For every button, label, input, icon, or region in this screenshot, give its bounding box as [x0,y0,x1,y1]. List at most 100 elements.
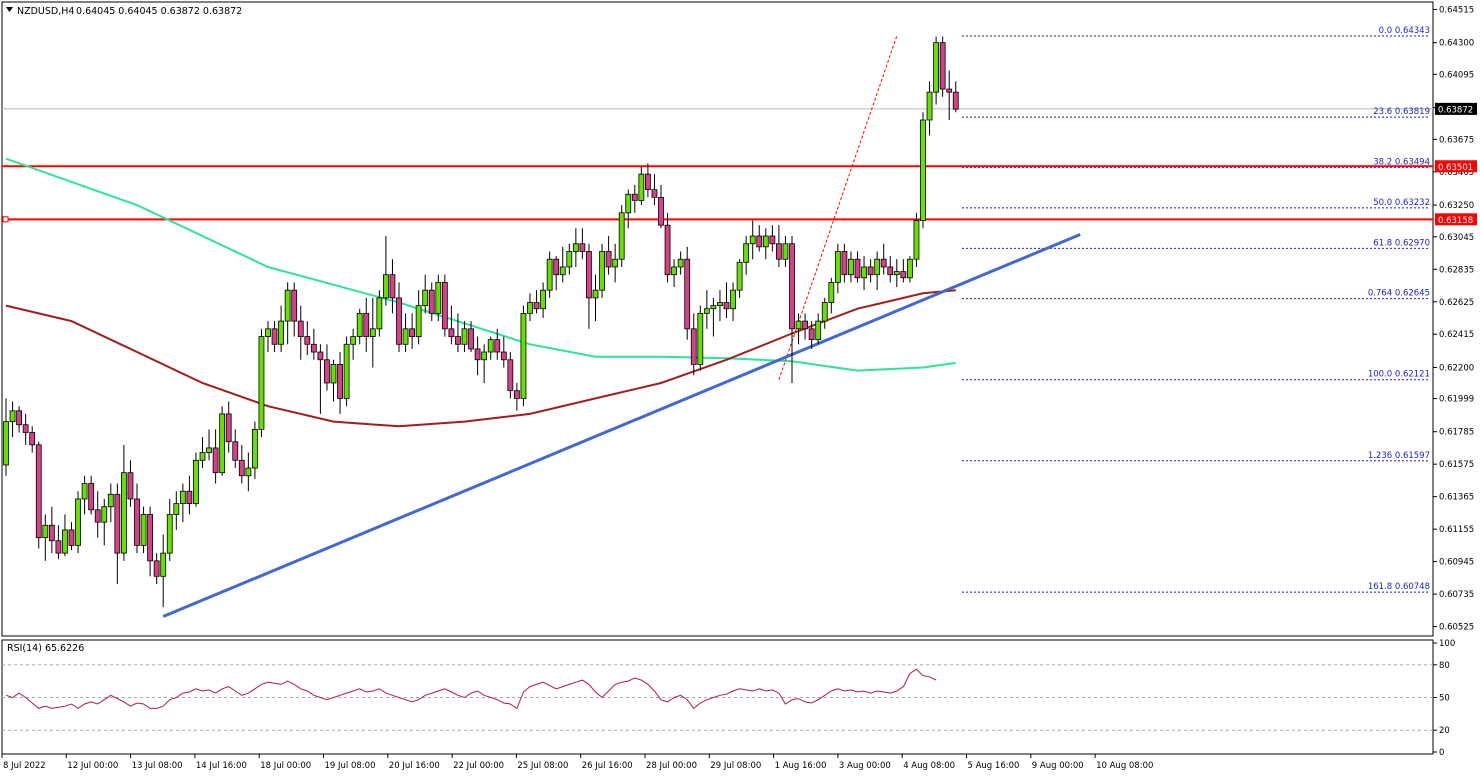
price-tick-label: 0.62415 [1439,330,1474,340]
bear-candle [651,189,658,198]
bear-candle [939,42,946,90]
time-axis: 8 Jul 2022 12 Jul 00:00 13 Jul 08:00 14 Jul… [1,754,1153,771]
bull-candle [540,289,546,310]
bear-candle [500,351,507,361]
bull-candle [834,251,841,283]
support-trendline [162,233,1081,618]
bear-candle [35,444,42,539]
bull-candle [284,289,291,322]
rsi-tick-label: 20 [1439,726,1450,736]
bull-candle [736,261,743,291]
fib-level-label: 50.0 0.63232 [1373,198,1430,208]
bull-candle [75,498,81,546]
bull-candle [717,302,723,307]
bear-candle [304,336,311,345]
time-tick-label: 5 Aug 16:00 [968,761,1020,771]
bull-candle [435,282,442,314]
bull-candle [743,243,750,263]
bear-candle [553,258,560,276]
bear-candle [887,266,894,276]
bull-candle [481,351,488,361]
time-tick-label: 12 Jul 00:00 [67,761,118,771]
fib-level-label: 61.8 0.62970 [1373,238,1430,248]
bull-candle [193,459,199,505]
bull-candle [874,258,881,276]
time-tick-label: 10 Aug 08:00 [1096,761,1153,771]
bull-candle [599,251,605,291]
bull-candle [821,302,828,322]
bear-candle [186,490,193,505]
bear-candle [232,441,239,461]
bull-candle [848,258,854,276]
bear-candle [212,447,219,474]
bear-candle [22,424,29,433]
bull-candle [160,552,167,577]
bear-candle [409,328,416,337]
bull-candle [907,258,913,279]
bull-candle [671,266,677,276]
bear-candle [631,193,638,201]
bull-candle [369,328,376,337]
time-tick-label: 18 Jul 00:00 [260,761,311,771]
bear-candle [16,410,23,426]
bull-candle [612,258,619,268]
bull-candle [559,266,566,276]
time-tick-label: 1 Aug 16:00 [775,761,827,771]
bear-candle [867,266,874,276]
bear-candle [68,529,75,546]
bull-candle [677,258,684,268]
horizontal-levels-layer [2,35,1433,593]
bull-candle [527,302,533,314]
bull-candle [121,472,127,554]
bull-candle [376,297,383,330]
time-tick-label: 13 Jul 08:00 [132,761,183,771]
time-tick-label: 29 Jul 08:00 [710,761,761,771]
bear-candle [645,173,651,191]
bull-candle [625,193,632,214]
fib-level-label: 38.2 0.63494 [1373,157,1430,167]
time-tick-label: 9 Aug 00:00 [1032,761,1084,771]
bull-candle [520,312,527,399]
bull-candle [258,336,265,430]
bull-candle [697,312,704,365]
time-tick-label: 28 Jul 00:00 [646,761,697,771]
bull-candle [330,364,337,384]
bull-candle [618,212,625,260]
price-tick-label: 0.61785 [1439,428,1474,438]
price-tick-label: 0.63465 [1439,168,1474,178]
bear-candle [310,343,317,353]
bear-candle [29,432,36,446]
bear-candle [808,328,815,341]
bear-candle [474,348,481,361]
bull-candle [710,305,717,310]
time-tick-label: 20 Jul 16:00 [389,761,440,771]
bull-candle [782,243,789,260]
bull-candle [572,243,579,252]
bear-candle [946,88,953,93]
fib-level-label: 23.6 0.63819 [1373,107,1430,117]
rsi-tick-label: 50 [1439,694,1450,704]
resistance-price-tag-bg [1435,213,1477,226]
bear-candle [428,289,435,314]
price-tick-label: 0.63250 [1439,201,1474,211]
price-tick-label: 0.62625 [1439,298,1474,308]
fib-level-label: 100.0 0.62121 [1368,370,1430,380]
price-tick-label: 0.60945 [1439,558,1474,568]
resistance-price-tag: 0.63158 [1438,216,1473,226]
bull-candle [219,413,226,474]
time-tick-label: 22 Jul 00:00 [453,761,504,771]
main-panel-frame [1,1,1434,637]
bear-candle [684,258,691,330]
bear-candle [802,320,808,330]
resistance-price-tag-bg [1435,160,1477,173]
price-tick-label: 0.62835 [1439,265,1474,275]
symbol-dropdown-icon[interactable] [6,7,13,12]
rsi-layer: 100 80 50 20 0 [2,639,1455,758]
price-tick-label: 0.63675 [1439,135,1474,145]
resistance-anchor-handle [2,216,9,223]
bear-candle [225,413,232,443]
bear-candle [291,289,298,322]
bear-candle [533,302,540,310]
price-tick-label: 0.62200 [1439,363,1474,373]
